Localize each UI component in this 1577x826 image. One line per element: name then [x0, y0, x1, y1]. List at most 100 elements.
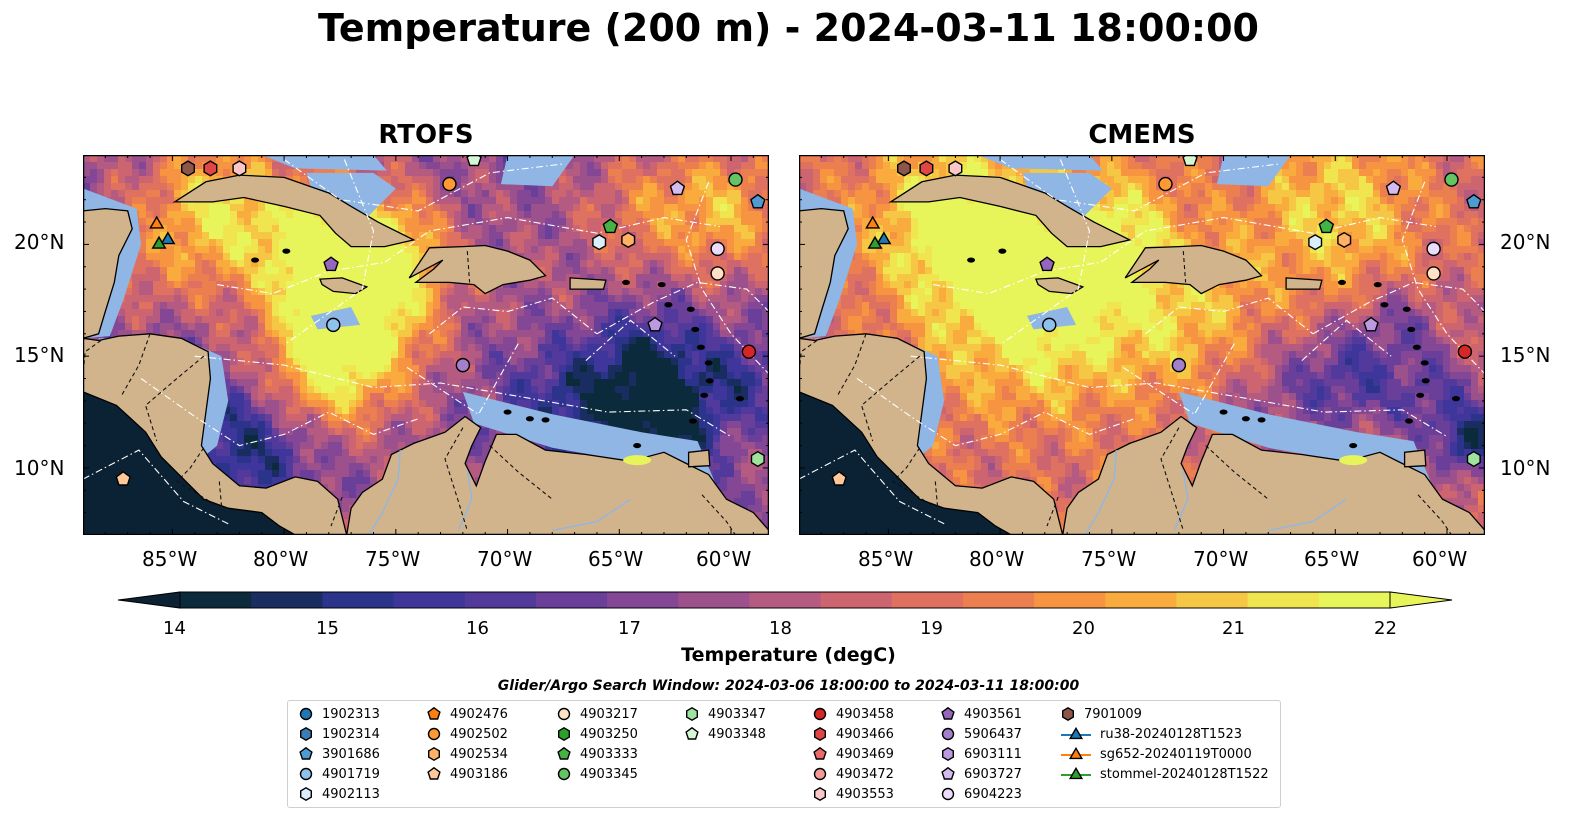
- hispaniola: [1124, 244, 1263, 295]
- float-marker: [896, 160, 912, 177]
- small-island: [967, 257, 976, 263]
- legend-label: 1902313: [322, 706, 380, 722]
- legend-item: 4903472: [812, 764, 894, 784]
- float-marker: [1363, 316, 1379, 332]
- legend-item: 7901009: [1060, 704, 1142, 724]
- float-marker-icon: [557, 746, 571, 760]
- colorbar-frame: [179, 591, 1391, 609]
- float-marker: [876, 231, 892, 245]
- float-marker: [323, 256, 339, 272]
- small-island: [541, 417, 550, 423]
- puerto-rico: [1285, 277, 1323, 290]
- lon-label: 75°W: [365, 547, 421, 571]
- legend-marker: [299, 707, 313, 721]
- lon-label: 75°W: [1081, 547, 1137, 571]
- legend-marker: [941, 706, 955, 720]
- small-island: [705, 378, 714, 384]
- colorbar-segment: [1247, 592, 1320, 608]
- small-island: [700, 392, 709, 398]
- lat-label: 20°N: [14, 230, 65, 254]
- float-marker: [592, 234, 607, 251]
- legend-item: 6904223: [940, 784, 1022, 804]
- eez-boundary: [799, 449, 945, 525]
- small-island: [998, 248, 1007, 254]
- lon-label: 65°W: [588, 547, 644, 571]
- pacific-ocean: [799, 391, 1012, 535]
- temperature-map-rtofs: [82, 154, 777, 536]
- small-island: [1257, 417, 1266, 423]
- float-marker-icon: [427, 706, 441, 720]
- float-marker-icon: [557, 707, 571, 721]
- legend-item: 1902314: [298, 724, 380, 744]
- legend-label: 4902502: [450, 726, 508, 742]
- colorbar-tick-label: 16: [466, 618, 489, 639]
- float-marker: [602, 218, 619, 234]
- small-island: [696, 344, 705, 350]
- float-marker: [326, 317, 341, 333]
- float-marker: [867, 235, 883, 249]
- small-island: [525, 416, 534, 422]
- small-island: [657, 282, 666, 288]
- legend-marker: [300, 726, 313, 742]
- small-island: [735, 396, 744, 402]
- eez-boundary: [194, 355, 732, 438]
- jamaica: [1034, 277, 1085, 295]
- small-island: [686, 306, 695, 312]
- legend-label: 4902476: [450, 706, 508, 722]
- legend-label: 4903186: [450, 766, 508, 782]
- cuba: [888, 174, 1132, 248]
- eez-boundary: [999, 159, 1091, 346]
- yucatan: [799, 207, 849, 339]
- colorbar-segment: [180, 592, 252, 608]
- colorbar-segment: [535, 592, 608, 608]
- small-island: [1402, 306, 1411, 312]
- legend-item: 4903347: [684, 704, 766, 724]
- legend-item: 4902476: [426, 704, 508, 724]
- legend-marker: [814, 726, 827, 742]
- float-marker-icon: [941, 766, 955, 780]
- trinidad: [1403, 449, 1427, 468]
- legend-marker: [941, 766, 955, 780]
- legend-marker: [1068, 766, 1084, 780]
- legend-marker: [427, 706, 441, 720]
- small-island: [1380, 302, 1389, 308]
- eez-boundary: [83, 449, 229, 525]
- legend-item: 1902313: [298, 704, 380, 724]
- small-island: [503, 409, 512, 415]
- legend-item: 4903250: [556, 724, 638, 744]
- float-marker: [115, 470, 131, 486]
- float-marker-icon: [814, 786, 827, 802]
- lon-label: 80°W: [253, 547, 309, 571]
- small-island: [1412, 344, 1421, 350]
- colorbar-segment: [1176, 592, 1249, 608]
- country-border: [120, 333, 151, 397]
- legend-item: 4903561: [940, 704, 1022, 724]
- lon-label: 85°W: [858, 547, 914, 571]
- float-marker: [750, 450, 765, 468]
- float-marker: [948, 160, 963, 177]
- float-marker: [621, 231, 636, 249]
- legend-item: stommel-20240128T1522: [1060, 764, 1269, 784]
- colorbar-segment: [749, 592, 822, 608]
- colorbar-segment: [322, 592, 395, 608]
- float-marker-icon: [300, 726, 313, 742]
- eez-boundary: [999, 159, 1280, 212]
- legend-label: 6904223: [964, 786, 1022, 802]
- float-marker-icon: [942, 746, 955, 762]
- river: [457, 470, 473, 531]
- eez-boundary: [283, 159, 564, 212]
- land: [83, 174, 769, 535]
- colorbar-tick-label: 18: [769, 618, 792, 639]
- legend-item: 4903458: [812, 704, 894, 724]
- shelf-area: [500, 155, 575, 187]
- legend-item: ru38-20240128T1523: [1060, 724, 1242, 744]
- small-island: [1407, 326, 1416, 332]
- legend-label: 4903553: [836, 786, 894, 802]
- legend-marker: [813, 746, 827, 760]
- legend-marker: [942, 746, 955, 762]
- pacific-ocean: [83, 391, 296, 535]
- legend-marker: [1068, 746, 1084, 760]
- float-marker: [919, 160, 934, 177]
- legend-marker: [557, 746, 571, 760]
- float-marker-icon: [299, 746, 313, 760]
